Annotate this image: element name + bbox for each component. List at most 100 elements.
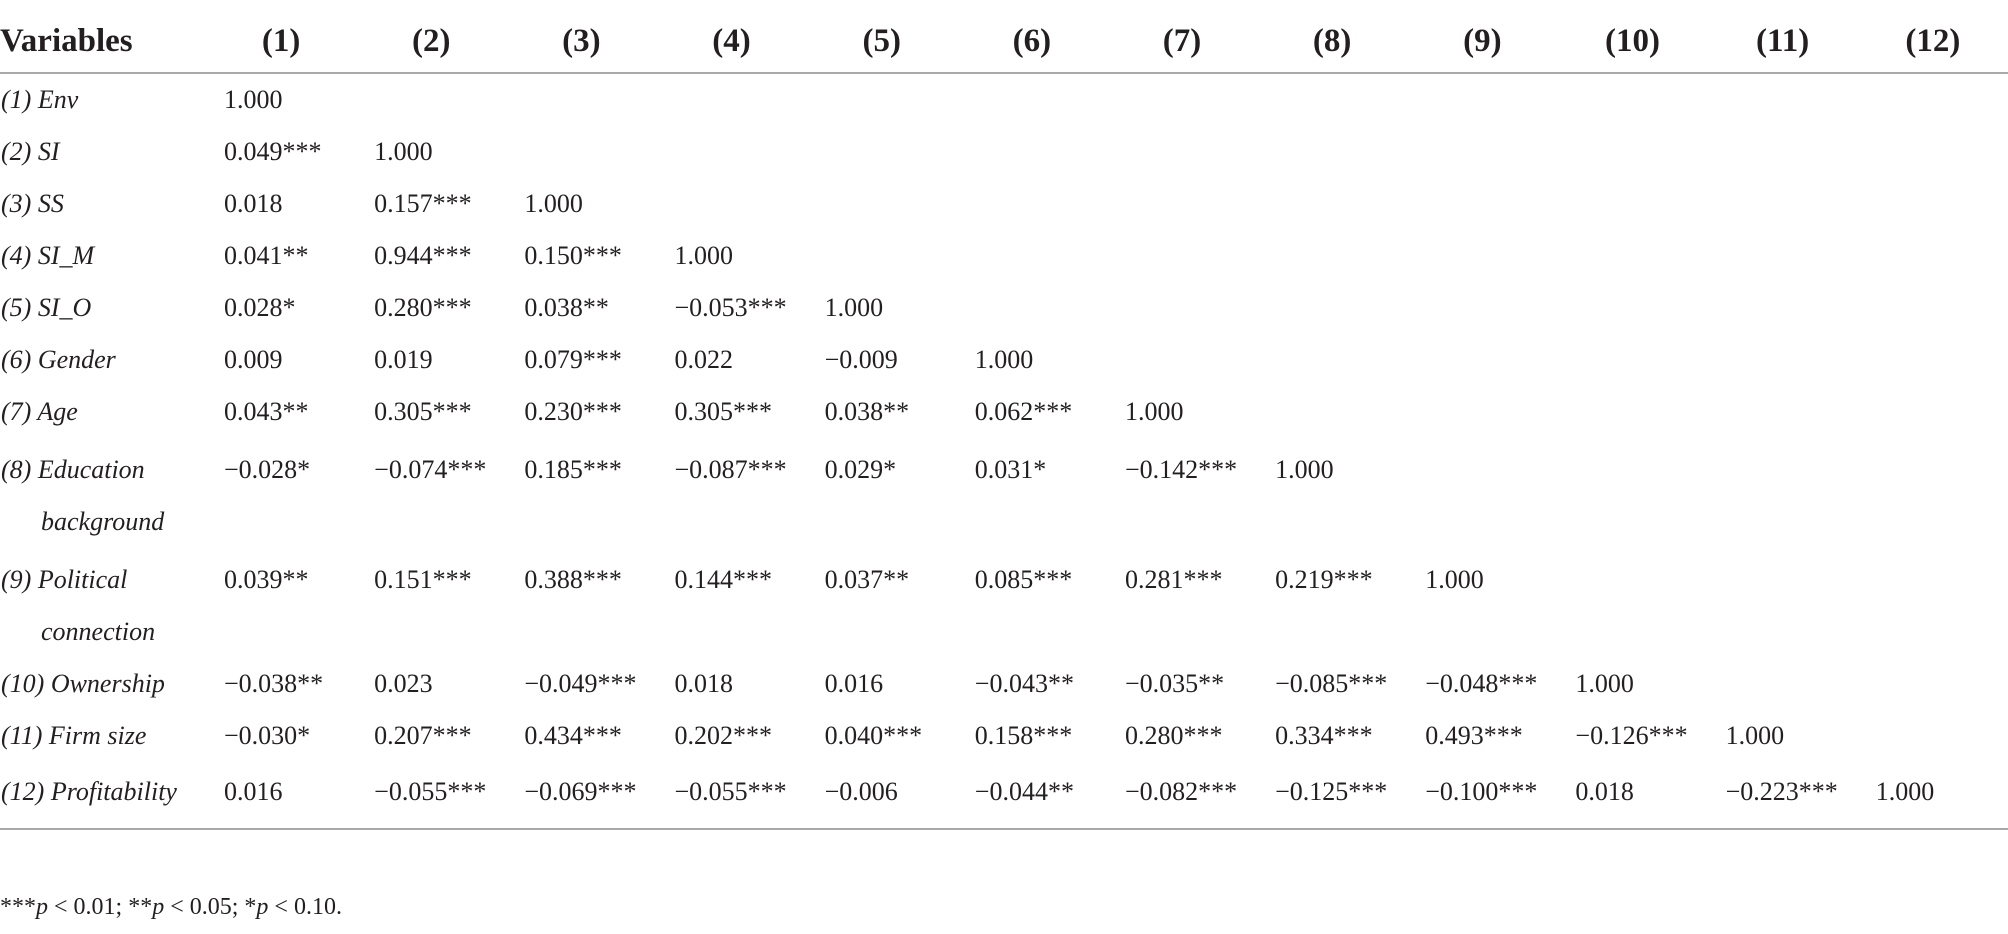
table-row: (10) Ownership −0.038** 0.023 −0.049*** 0.01… [0,658,2008,710]
table-cell [807,178,957,230]
row-variable-name: (10) Ownership [1,669,165,698]
table-cell: 0.037** [824,565,910,594]
table-cell: −0.043** [974,669,1074,698]
table-row: (11) Firm size −0.030* 0.207*** 0.434*** 0.2… [0,710,2008,762]
table-cell [656,126,806,178]
table-cell: 1.000 [374,137,433,166]
header-variables: Variables [0,10,206,74]
table-cell: −0.142*** [1124,455,1238,484]
table-cell: −0.082*** [1106,762,1258,830]
header-col-1: (1) [206,10,357,74]
table-cell [1557,126,1707,178]
table-cell [807,230,957,282]
footnote-stars-2: ** [128,894,153,920]
table-cell: 0.493*** [1425,721,1523,750]
row-variable-name: (5) SI_O [1,293,92,322]
table-cell [957,230,1107,282]
table-cell: 1.000 [524,189,583,218]
table-row: (6) Gender 0.009 0.019 0.079*** 0.022 −0.009 1… [0,334,2008,386]
table-cell: 0.023 [374,669,433,698]
table-cell [1708,178,1858,230]
row-variable-name: (9) Political [1,565,128,594]
table-cell: 0.388*** [524,565,622,594]
table-cell: 0.202*** [674,721,772,750]
table-row: (7) Age 0.043** 0.305*** 0.230*** 0.305*** 0.… [0,386,2008,438]
table-cell: 0.157*** [374,189,472,218]
header-col-9: (9) [1407,10,1558,74]
table-cell: −0.126*** [1575,721,1688,750]
header-col-8: (8) [1257,10,1408,74]
table-cell [1257,126,1407,178]
table-cell: −0.055*** [656,762,807,830]
row-variable-name: (11) Firm size [1,721,147,750]
row-variable-label: (11) Firm size [0,710,206,762]
footnote-stars-3: *** [0,894,36,920]
table-cell: −0.069*** [506,762,657,830]
table-cell: 0.079*** [524,345,622,374]
table-cell [1557,334,1707,386]
table-row: (4) SI_M 0.041** 0.944*** 0.150*** 1.000 [0,230,2008,282]
table-cell: 0.944*** [374,241,472,270]
table-cell [807,73,957,126]
header-col-2: (2) [356,10,507,74]
table-cell: 0.144*** [674,565,772,594]
table-cell: 0.150*** [524,241,622,270]
table-cell: 0.219*** [1275,565,1373,594]
table-cell: 0.019 [374,345,433,374]
footnote-p-2: p [152,894,165,920]
table-cell: −0.085*** [1275,669,1388,698]
table-cell [1557,230,1707,282]
table-cell: −0.038** [224,669,324,698]
table-cell: −0.006 [806,762,957,830]
table-cell [957,282,1107,334]
table-cell [1107,230,1257,282]
table-cell: −0.125*** [1257,762,1408,830]
table-cell [1858,548,2008,658]
table-cell: −0.028* [224,455,311,484]
table-cell: −0.049*** [524,669,637,698]
row-variable-label: (5) SI_O [0,282,206,334]
table-cell [1708,548,1858,658]
table-cell: 0.041** [224,241,309,270]
table-cell [1557,178,1707,230]
table-cell: 1.000 [1425,565,1484,594]
table-cell [1107,126,1257,178]
table-cell: −0.055*** [356,762,507,830]
header-col-7: (7) [1106,10,1258,74]
header-col-6: (6) [956,10,1107,74]
table-cell: 0.040*** [824,721,923,750]
footnote-threshold-2: < 0.05; [164,894,245,920]
header-col-10: (10) [1557,10,1708,74]
table-cell: 1.000 [974,345,1034,374]
header-col-5: (5) [806,10,957,74]
table-cell [1257,282,1407,334]
table-cell [1107,334,1257,386]
table-cell [1858,282,2008,334]
row-variable-name: (2) SI [1,137,60,166]
table-cell [1257,334,1407,386]
table-cell: 0.049*** [224,137,322,166]
table-cell [1858,230,2008,282]
row-variable-name: (6) Gender [1,345,116,374]
table-cell [1858,386,2008,438]
table-row: (9) Political connection 0.039** 0.151*** 0.… [0,548,2008,658]
table-cell [1257,73,1407,126]
table-cell: 0.085*** [974,565,1073,594]
table-cell: 0.280*** [1124,721,1223,750]
row-variable-label: (7) Age [0,386,206,438]
table-cell: 1.000 [1275,455,1334,484]
table-cell: 0.018 [1557,762,1708,830]
table-cell: 0.334*** [1275,721,1373,750]
table-row: (5) SI_O 0.028* 0.280*** 0.038** −0.053*** 1.… [0,282,2008,334]
table-cell: 0.185*** [524,455,622,484]
table-cell: 0.028* [224,293,296,322]
footnote-stars-1: * [244,894,257,920]
footnote-threshold-3: < 0.10. [268,894,342,920]
table-cell: 1.000 [1857,762,2008,830]
table-cell: 0.029* [824,455,897,484]
table-cell: −0.030* [224,721,311,750]
table-cell: 1.000 [824,293,884,322]
table-row: (1) Env 1.000 [0,73,2008,126]
row-variable-name-continued: connection [41,617,156,646]
table-cell [656,73,806,126]
